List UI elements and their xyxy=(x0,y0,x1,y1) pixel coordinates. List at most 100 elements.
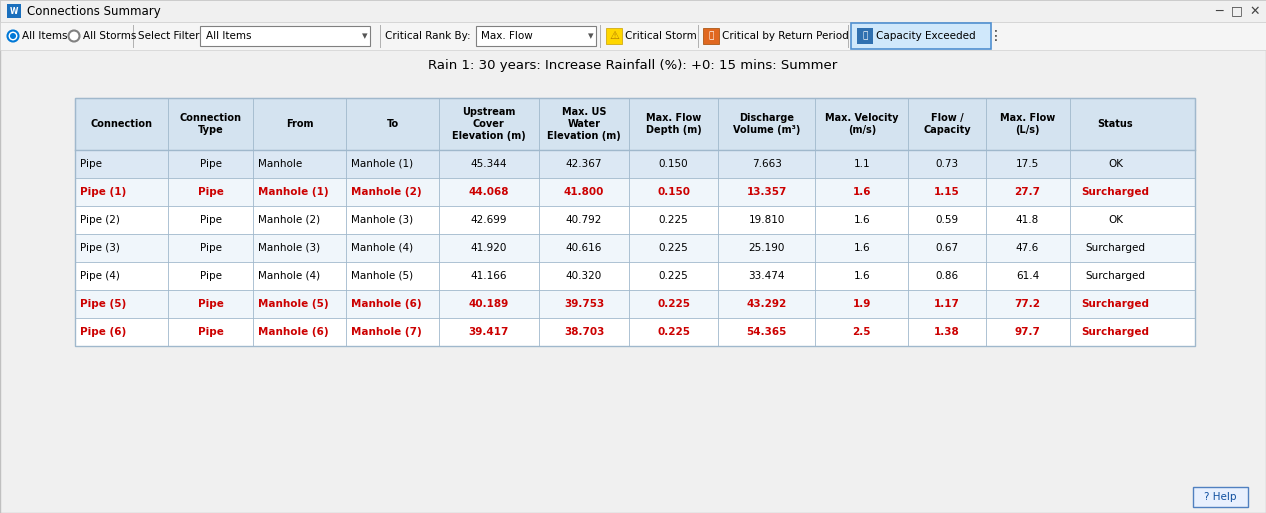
Text: Pipe: Pipe xyxy=(200,243,222,253)
Text: 0.225: 0.225 xyxy=(657,327,690,337)
Text: 61.4: 61.4 xyxy=(1015,271,1039,281)
Text: Rain 1: 30 years: Increase Rainfall (%): +0: 15 mins: Summer: Rain 1: 30 years: Increase Rainfall (%):… xyxy=(428,58,838,71)
Text: Surcharged: Surcharged xyxy=(1081,299,1150,309)
Text: 0.225: 0.225 xyxy=(658,215,689,225)
Text: 7.663: 7.663 xyxy=(752,159,781,169)
Text: Max. Flow
Depth (m): Max. Flow Depth (m) xyxy=(646,113,701,135)
Text: W: W xyxy=(10,7,18,15)
Text: All Items: All Items xyxy=(206,31,252,41)
Text: 44.068: 44.068 xyxy=(468,187,509,197)
Text: Manhole (1): Manhole (1) xyxy=(351,159,413,169)
Text: 1.9: 1.9 xyxy=(852,299,871,309)
Text: Manhole (5): Manhole (5) xyxy=(351,271,413,281)
Text: 0.67: 0.67 xyxy=(936,243,958,253)
FancyBboxPatch shape xyxy=(476,26,596,46)
Text: 45.344: 45.344 xyxy=(471,159,508,169)
FancyBboxPatch shape xyxy=(75,150,1195,178)
Text: Critical by Return Period: Critical by Return Period xyxy=(722,31,848,41)
Text: 25.190: 25.190 xyxy=(748,243,785,253)
Text: 33.474: 33.474 xyxy=(748,271,785,281)
Text: Manhole (1): Manhole (1) xyxy=(258,187,329,197)
Text: 1.6: 1.6 xyxy=(852,187,871,197)
Text: 40.189: 40.189 xyxy=(468,299,509,309)
FancyBboxPatch shape xyxy=(75,290,1195,318)
FancyBboxPatch shape xyxy=(851,23,991,49)
Text: ▾: ▾ xyxy=(362,31,368,41)
Text: Capacity Exceeded: Capacity Exceeded xyxy=(876,31,976,41)
Text: Pipe (6): Pipe (6) xyxy=(80,327,127,337)
FancyBboxPatch shape xyxy=(606,28,622,44)
Text: Pipe (1): Pipe (1) xyxy=(80,187,127,197)
Text: OK: OK xyxy=(1108,215,1123,225)
Text: Select Filter: Select Filter xyxy=(138,31,200,41)
FancyBboxPatch shape xyxy=(75,206,1195,234)
Text: Critical Storm: Critical Storm xyxy=(625,31,696,41)
Text: Manhole (2): Manhole (2) xyxy=(258,215,320,225)
Text: 41.166: 41.166 xyxy=(471,271,508,281)
Text: Flow /
Capacity: Flow / Capacity xyxy=(923,113,971,135)
FancyBboxPatch shape xyxy=(8,4,22,18)
Text: 1.6: 1.6 xyxy=(853,215,870,225)
Text: Manhole (7): Manhole (7) xyxy=(351,327,422,337)
Text: Connections Summary: Connections Summary xyxy=(27,5,161,17)
Text: 0.86: 0.86 xyxy=(936,271,958,281)
Text: ⚠: ⚠ xyxy=(609,31,619,41)
Text: Pipe: Pipe xyxy=(80,159,103,169)
Text: Surcharged: Surcharged xyxy=(1081,187,1150,197)
Text: 13.357: 13.357 xyxy=(747,187,786,197)
FancyBboxPatch shape xyxy=(1193,487,1248,507)
Text: Max. Velocity
(m/s): Max. Velocity (m/s) xyxy=(825,113,899,135)
Text: Manhole (2): Manhole (2) xyxy=(351,187,422,197)
Text: From: From xyxy=(286,119,313,129)
Text: ▾: ▾ xyxy=(589,31,594,41)
Text: Max. Flow
(L/s): Max. Flow (L/s) xyxy=(1000,113,1055,135)
Text: 0.150: 0.150 xyxy=(658,159,689,169)
Text: 39.417: 39.417 xyxy=(468,327,509,337)
Circle shape xyxy=(68,30,80,42)
Text: 1.15: 1.15 xyxy=(934,187,960,197)
FancyBboxPatch shape xyxy=(75,234,1195,262)
Text: 0.225: 0.225 xyxy=(657,299,690,309)
Text: Pipe: Pipe xyxy=(200,215,222,225)
Text: Connection: Connection xyxy=(90,119,152,129)
Text: Pipe: Pipe xyxy=(197,187,224,197)
FancyBboxPatch shape xyxy=(75,178,1195,206)
Text: All Storms: All Storms xyxy=(84,31,137,41)
Text: ? Help: ? Help xyxy=(1204,492,1237,502)
Text: Connection
Type: Connection Type xyxy=(180,113,242,135)
Text: Pipe: Pipe xyxy=(200,271,222,281)
Text: ─: ─ xyxy=(1215,5,1223,17)
Text: 0.73: 0.73 xyxy=(936,159,958,169)
Text: 41.800: 41.800 xyxy=(563,187,604,197)
Text: 38.703: 38.703 xyxy=(563,327,604,337)
Text: Max. Flow: Max. Flow xyxy=(481,31,533,41)
Text: Pipe (3): Pipe (3) xyxy=(80,243,120,253)
Text: 0.225: 0.225 xyxy=(658,271,689,281)
Text: Manhole (4): Manhole (4) xyxy=(351,243,413,253)
Text: Pipe (5): Pipe (5) xyxy=(80,299,127,309)
Text: Manhole: Manhole xyxy=(258,159,303,169)
Text: OK: OK xyxy=(1108,159,1123,169)
Text: 1.1: 1.1 xyxy=(853,159,870,169)
Text: Surcharged: Surcharged xyxy=(1085,243,1146,253)
FancyBboxPatch shape xyxy=(75,98,1195,150)
Text: 40.320: 40.320 xyxy=(566,271,603,281)
Text: 📊: 📊 xyxy=(862,31,867,41)
FancyBboxPatch shape xyxy=(75,262,1195,290)
Text: Manhole (3): Manhole (3) xyxy=(258,243,320,253)
Text: 1.17: 1.17 xyxy=(934,299,960,309)
Text: 17.5: 17.5 xyxy=(1015,159,1039,169)
Text: 1.38: 1.38 xyxy=(934,327,960,337)
Text: ⋮: ⋮ xyxy=(989,29,1003,43)
Text: 39.753: 39.753 xyxy=(563,299,604,309)
Text: Discharge
Volume (m³): Discharge Volume (m³) xyxy=(733,113,800,135)
Text: Pipe: Pipe xyxy=(197,327,224,337)
Text: 27.7: 27.7 xyxy=(1014,187,1041,197)
Text: To: To xyxy=(386,119,399,129)
Text: Critical Rank By:: Critical Rank By: xyxy=(385,31,471,41)
Text: 42.699: 42.699 xyxy=(471,215,508,225)
Circle shape xyxy=(10,33,16,39)
Text: 41.8: 41.8 xyxy=(1015,215,1039,225)
Text: Pipe: Pipe xyxy=(200,159,222,169)
Text: Surcharged: Surcharged xyxy=(1085,271,1146,281)
